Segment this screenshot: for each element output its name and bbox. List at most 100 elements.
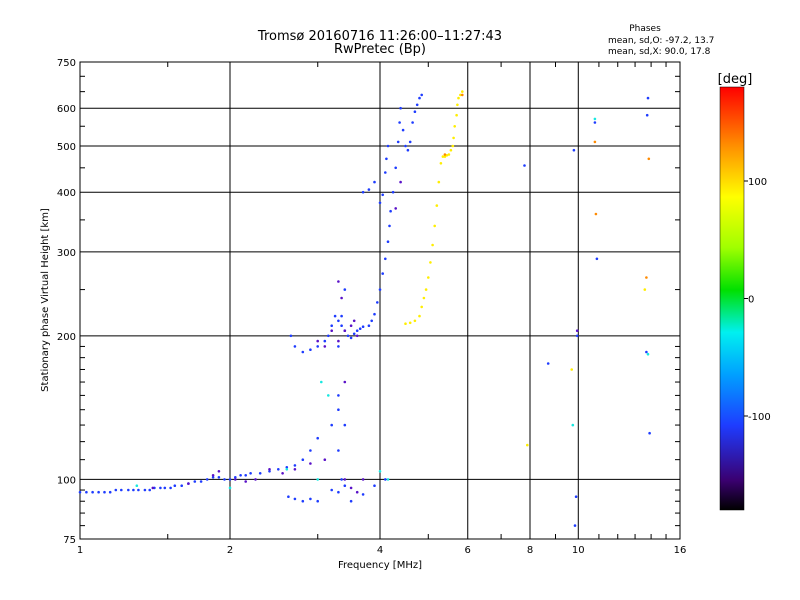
data-point	[453, 125, 457, 128]
data-point	[211, 474, 215, 477]
data-point	[301, 458, 305, 462]
x-tick-label: 8	[527, 545, 533, 556]
x-tick-label: 1	[77, 545, 83, 556]
data-point	[575, 334, 579, 338]
data-point	[293, 464, 297, 467]
data-point	[228, 478, 232, 481]
data-point	[217, 470, 221, 473]
data-point	[447, 153, 451, 156]
x-tick-label: 16	[674, 545, 687, 556]
data-point	[337, 345, 340, 348]
data-point	[343, 329, 347, 333]
data-point	[258, 472, 262, 475]
data-point	[287, 495, 290, 499]
data-points	[78, 90, 651, 527]
data-point	[593, 117, 597, 121]
colorbar	[719, 86, 745, 511]
data-point	[169, 486, 172, 490]
data-point	[394, 166, 398, 170]
data-point	[420, 305, 424, 309]
data-point	[386, 478, 390, 481]
data-point	[301, 499, 305, 503]
colorbar-tick-label: -100	[748, 412, 771, 423]
data-point	[180, 484, 183, 488]
data-point	[337, 449, 340, 452]
data-point	[343, 380, 347, 384]
data-point	[277, 468, 280, 471]
data-point	[645, 276, 648, 279]
data-point	[285, 466, 289, 469]
data-point	[452, 136, 455, 140]
data-point	[108, 490, 112, 494]
data-point	[349, 499, 353, 503]
data-point	[449, 148, 453, 152]
data-point	[293, 468, 297, 471]
data-point	[413, 319, 417, 323]
data-point	[431, 243, 434, 247]
data-point	[244, 474, 247, 477]
data-point	[97, 490, 100, 494]
data-point	[85, 490, 88, 494]
data-point	[148, 488, 151, 492]
data-point	[451, 144, 455, 148]
data-point	[337, 490, 340, 494]
colorbar-tick-label: 100	[748, 177, 767, 188]
data-point	[429, 261, 432, 264]
data-point	[435, 204, 439, 207]
data-point	[320, 380, 323, 384]
data-point	[595, 257, 599, 261]
data-point	[361, 493, 365, 496]
data-point	[239, 474, 242, 477]
data-point	[394, 207, 398, 210]
data-point	[143, 488, 147, 492]
data-point	[254, 478, 257, 481]
data-point	[381, 272, 385, 275]
data-point	[546, 362, 550, 365]
data-point	[378, 201, 382, 205]
data-point	[420, 93, 424, 97]
data-point	[223, 478, 226, 481]
data-point	[381, 193, 385, 197]
y-tick-label: 75	[63, 535, 76, 546]
data-point	[234, 476, 237, 479]
data-point	[309, 449, 312, 452]
data-point	[646, 96, 650, 100]
data-point	[384, 257, 387, 261]
y-tick-label: 500	[57, 142, 76, 153]
chart-subtitle: RwPretec (Bp)	[334, 42, 426, 57]
data-point	[373, 312, 376, 316]
data-point	[217, 476, 221, 479]
y-tick-label: 600	[57, 104, 76, 115]
data-point	[199, 480, 203, 483]
data-point	[418, 96, 421, 100]
data-point	[575, 329, 579, 333]
x-tick-label: 2	[227, 545, 233, 556]
data-point	[408, 321, 412, 325]
data-point	[391, 190, 395, 194]
colorbar-label: [deg]	[718, 72, 753, 87]
data-point	[316, 345, 320, 348]
data-point	[647, 157, 651, 161]
data-point	[573, 524, 577, 527]
data-point	[643, 288, 647, 291]
data-point	[323, 345, 327, 348]
data-point	[349, 336, 353, 340]
data-point	[645, 113, 649, 117]
data-point	[337, 394, 340, 397]
data-point	[316, 436, 320, 440]
data-point	[385, 157, 388, 161]
data-point	[316, 499, 320, 503]
data-point	[333, 314, 337, 318]
data-point	[413, 110, 417, 113]
data-point	[386, 144, 390, 148]
data-point	[370, 319, 374, 323]
data-point	[376, 301, 379, 304]
y-tick-label: 750	[57, 58, 76, 69]
data-point	[330, 423, 334, 427]
data-point	[281, 472, 284, 475]
phase-box-line2: mean, sd,X: 90.0, 17.8	[608, 47, 711, 57]
data-point	[355, 490, 359, 494]
data-point	[268, 470, 271, 473]
data-point	[593, 140, 597, 144]
data-point	[316, 478, 320, 481]
